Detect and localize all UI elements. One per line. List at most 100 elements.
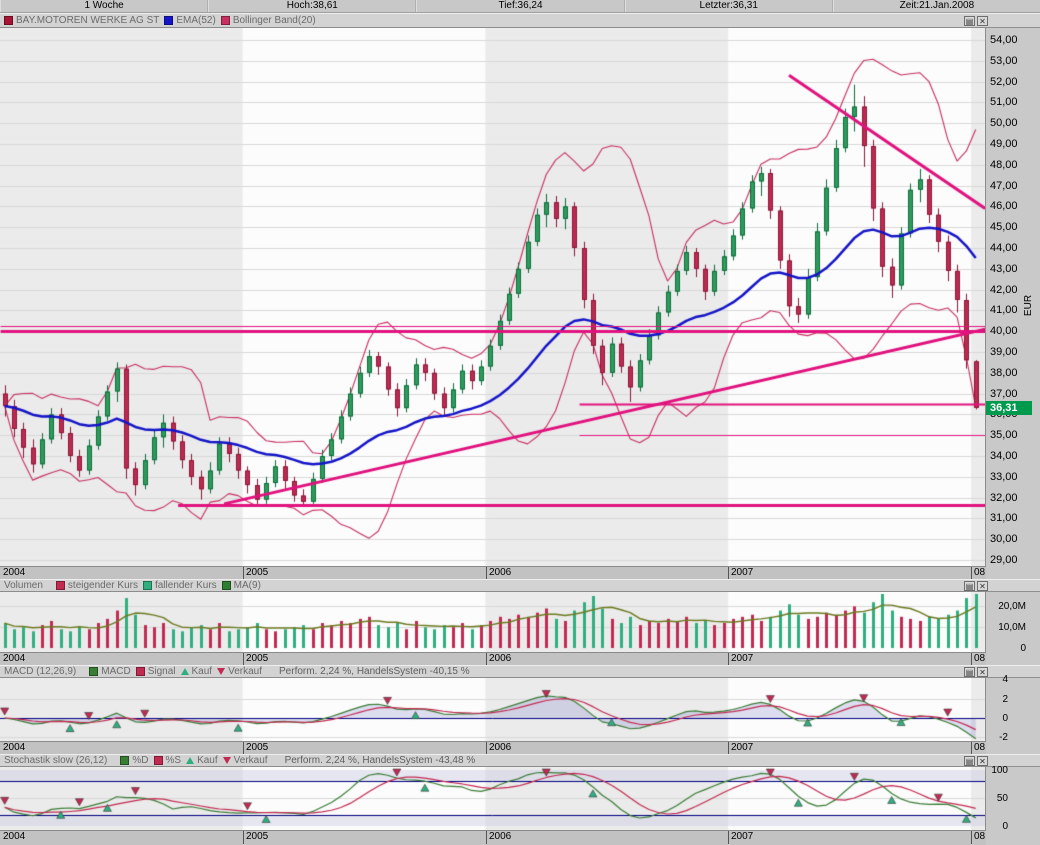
macd-panel-close-icon[interactable]: ✕ [977,667,988,677]
volume-panel-title: Volumen [4,580,43,591]
bollinger-legend-item: Bollinger Band(20) [220,15,316,26]
price-tick-label: 43,00 [990,262,1018,275]
price-tick-label: 42,00 [990,283,1018,296]
volume-chart[interactable] [0,591,986,653]
stoch-d-label: %D [132,755,149,766]
stoch-buy-legend-item: Kauf [186,755,218,766]
volume-tick-label: 0 [1020,643,1026,654]
year-tick [243,653,244,665]
year-tick [486,742,487,754]
price-tick-label: 46,00 [990,200,1018,213]
instrument-name: BAY.MOTOREN WERKE AG ST [16,15,160,26]
verkauf-triangle-icon [217,668,226,675]
year-tick [728,567,729,579]
macd-buy-label: Kauf [191,666,213,677]
volume-up-legend-item: steigender Kurs [55,580,138,591]
signal-line-label: Signal [147,666,176,677]
volume-down-color-chip [142,581,152,590]
year-label: 2004 [3,831,26,842]
year-label: 2007 [731,742,754,753]
main-panel-properties-icon[interactable]: ▤ [964,16,975,26]
macd-panel-properties-icon[interactable]: ▤ [964,667,975,677]
ema-color-chip [164,16,174,25]
volume-panel-header: Volumen steigender Kurs fallender Kurs M… [0,579,1040,592]
volume-ma-color-chip [221,581,231,590]
year-tick [486,831,487,844]
bollinger-color-chip [220,16,230,25]
volume-tick-label: 10,0M [998,622,1026,634]
price-tick-label: 47,00 [990,179,1018,192]
price-tick-label: 54,00 [990,34,1018,46]
year-label: 08 [974,567,986,578]
stoch-panel-title: Stochastik slow (26,12) [4,755,108,766]
main-panel-close-icon[interactable]: ✕ [977,16,988,26]
price-tick-label: 52,00 [990,75,1018,88]
volume-panel-close-icon[interactable]: ✕ [977,581,988,591]
ema-legend-item: EMA(52) [164,15,216,26]
price-tick-label: 33,00 [990,470,1018,483]
price-tick-label: 41,00 [990,304,1018,317]
low-label: Tief:36,24 [416,0,625,12]
year-tick [243,831,244,844]
price-tick-label: 30,00 [990,533,1018,546]
year-label: 08 [974,653,986,664]
year-label: 2006 [489,653,512,664]
price-tick-label: 49,00 [990,138,1018,150]
volume-ma-legend-item: MA(9) [221,580,261,591]
signal-color-chip [135,667,145,676]
price-tick-label: 53,00 [990,54,1018,67]
year-tick [971,742,972,754]
year-tick [243,567,244,579]
macd-buy-legend-item: Kauf [180,666,213,677]
price-tick-label: 44,00 [990,242,1018,254]
macd-tick-label: -2 [999,732,1008,744]
macd-panel-title: MACD (12,26,9) [4,666,77,677]
volume-panel-properties-icon[interactable]: ▤ [964,581,975,591]
volume-tick-label: 20,0M [998,601,1026,613]
timeframe-label: 1 Woche [0,0,209,12]
year-label: 2007 [731,567,754,578]
price-tick-label: 32,00 [990,491,1018,504]
year-label: 2004 [3,742,26,753]
instrument-legend-item: BAY.MOTOREN WERKE AG ST [4,15,159,26]
macd-tick-label: 2 [1002,693,1008,705]
stoch-sell-legend-item: Verkauf [222,755,268,766]
stoch-d-legend-item: %D [120,755,149,766]
stoch-tick-label: 50 [996,793,1008,804]
last-price-label: Letzter:36,31 [624,0,833,12]
macd-line-legend-item: MACD [89,666,131,677]
stoch-s-legend-item: %S [153,755,181,766]
year-tick [728,653,729,665]
macd-sell-legend-item: Verkauf [217,666,262,677]
x-axis-stoch: 2004 2005 2006 2007 08 [0,830,986,845]
stoch-s-color-chip [153,756,163,765]
year-label: 08 [974,742,986,753]
volume-ma-label: MA(9) [233,580,261,591]
year-label: 2004 [3,653,26,664]
year-label: 2005 [246,742,269,753]
macd-chart[interactable] [0,677,986,742]
price-tick-label: 51,00 [990,96,1018,109]
volume-up-color-chip [55,581,65,590]
stoch-chart[interactable] [0,766,986,831]
main-price-chart[interactable] [0,27,986,567]
macd-panel-header: MACD (12,26,9) MACD Signal Kauf Verkauf … [0,665,1040,678]
stoch-panel-properties-icon[interactable]: ▤ [964,756,975,766]
stoch-tick-label: 0 [1002,821,1008,832]
price-tick-label: 40,00 [990,325,1018,338]
volume-down-legend-item: fallender Kurs [142,580,217,591]
year-label: 2007 [731,653,754,664]
year-tick [486,653,487,665]
signal-line-legend-item: Signal [135,666,176,677]
macd-tick-label: 4 [1002,674,1008,686]
main-chart-header: BAY.MOTOREN WERKE AG ST EMA(52) Bollinge… [0,13,1040,28]
stoch-panel-close-icon[interactable]: ✕ [977,756,988,766]
year-label: 2005 [246,567,269,578]
price-tick-label: 35,00 [990,429,1018,442]
price-tick-label: 39,00 [990,346,1018,358]
year-tick [486,567,487,579]
macd-sell-label: Verkauf [228,666,263,677]
macd-tick-label: 0 [1002,713,1008,724]
x-axis-main: 2004 2005 2006 2007 08 [0,566,986,579]
